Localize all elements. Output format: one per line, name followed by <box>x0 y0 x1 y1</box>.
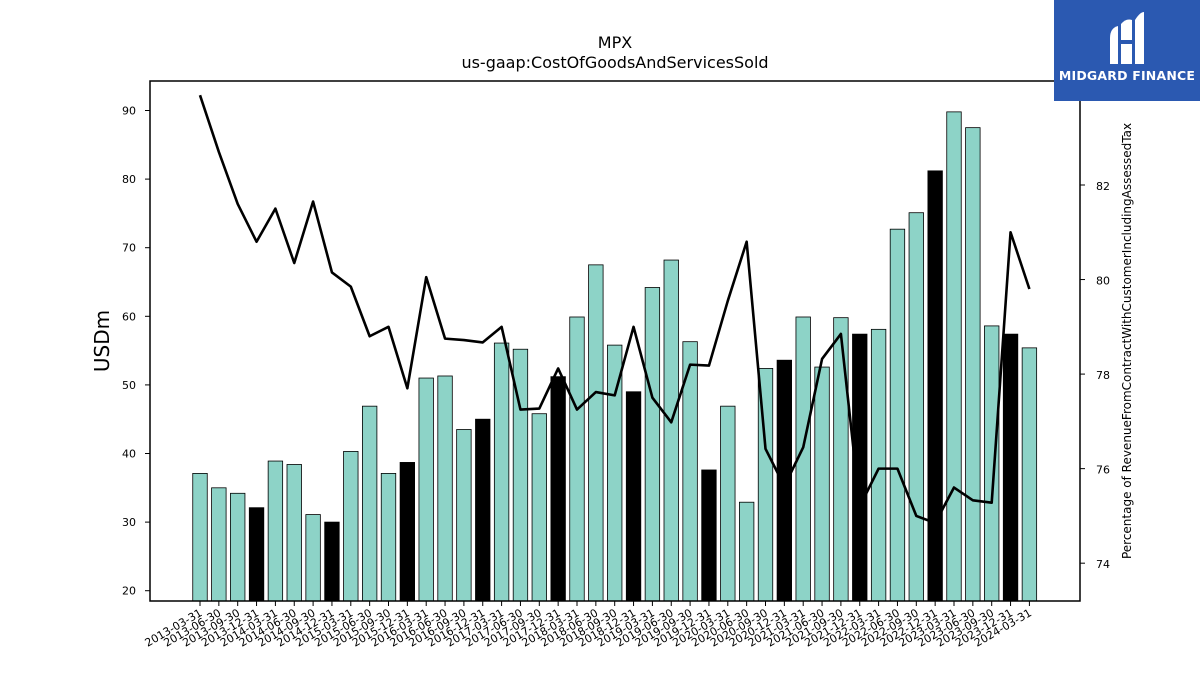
bar <box>965 127 981 602</box>
bar <box>248 507 265 602</box>
bar <box>984 325 1000 602</box>
bar <box>908 212 924 602</box>
bar <box>418 377 434 602</box>
x-axis: 2013-03-312013-06-302013-09-302013-12-31… <box>143 601 1034 650</box>
bar <box>739 501 755 602</box>
chart-subtitle: us-gaap:CostOfGoodsAndServicesSold <box>461 53 768 72</box>
bar <box>324 521 340 602</box>
bar <box>607 344 623 602</box>
bar <box>814 366 830 602</box>
logo-mark-icon <box>1110 12 1144 64</box>
bar <box>889 228 906 602</box>
bar <box>456 429 472 602</box>
bar <box>720 405 736 602</box>
bar <box>267 460 284 602</box>
bar <box>644 287 661 602</box>
y-right-tick-label: 82 <box>1096 180 1110 193</box>
bar <box>588 264 604 602</box>
y-tick-label: 90 <box>122 104 136 117</box>
bar <box>192 473 208 602</box>
bar <box>1002 333 1019 602</box>
left-axis: 20 30 40 50 60 70 80 90 <box>122 104 150 598</box>
y-right-tick-label: 80 <box>1096 275 1110 288</box>
bar <box>286 464 302 602</box>
bar <box>437 375 453 602</box>
series-line <box>198 94 1031 525</box>
bar <box>211 487 227 602</box>
bar <box>776 359 792 602</box>
y-tick-label: 50 <box>122 379 136 392</box>
bar <box>1021 347 1038 602</box>
brand-name: MIDGARD FINANCE <box>1058 68 1196 83</box>
bar <box>399 462 416 602</box>
y-tick-label: 30 <box>122 516 136 529</box>
right-axis: 74 76 78 80 82 <box>1080 180 1110 571</box>
bar <box>230 492 246 602</box>
y-tick-label: 20 <box>122 585 136 598</box>
y-axis-label-right: Percentage of RevenueFromContractWithCus… <box>1120 123 1134 559</box>
y-right-tick-label: 74 <box>1096 558 1110 571</box>
bar <box>305 514 321 602</box>
brand-logo: MIDGARD FINANCE <box>1054 0 1200 101</box>
y-tick-label: 60 <box>122 310 136 323</box>
chart-title: MPX <box>598 33 632 52</box>
bar <box>927 170 943 602</box>
y-tick-label: 40 <box>122 448 136 461</box>
bar <box>550 376 566 602</box>
y-tick-label: 80 <box>122 173 136 186</box>
y-tick-label: 70 <box>122 242 136 255</box>
bar <box>343 451 359 602</box>
y-right-tick-label: 78 <box>1096 369 1110 382</box>
bar <box>493 342 510 602</box>
bar <box>361 405 378 602</box>
bar <box>569 316 585 602</box>
bar <box>701 469 717 602</box>
line-layer <box>198 94 1031 525</box>
bar <box>833 317 849 602</box>
y-right-tick-label: 76 <box>1096 464 1110 477</box>
bar <box>625 391 642 602</box>
bar <box>475 418 491 602</box>
bars-layer <box>192 111 1038 602</box>
bar <box>946 111 962 602</box>
bar <box>870 328 887 602</box>
bar <box>531 413 547 602</box>
y-axis-label-left: USDm <box>90 310 114 372</box>
bar <box>663 259 679 602</box>
bar <box>380 473 397 602</box>
